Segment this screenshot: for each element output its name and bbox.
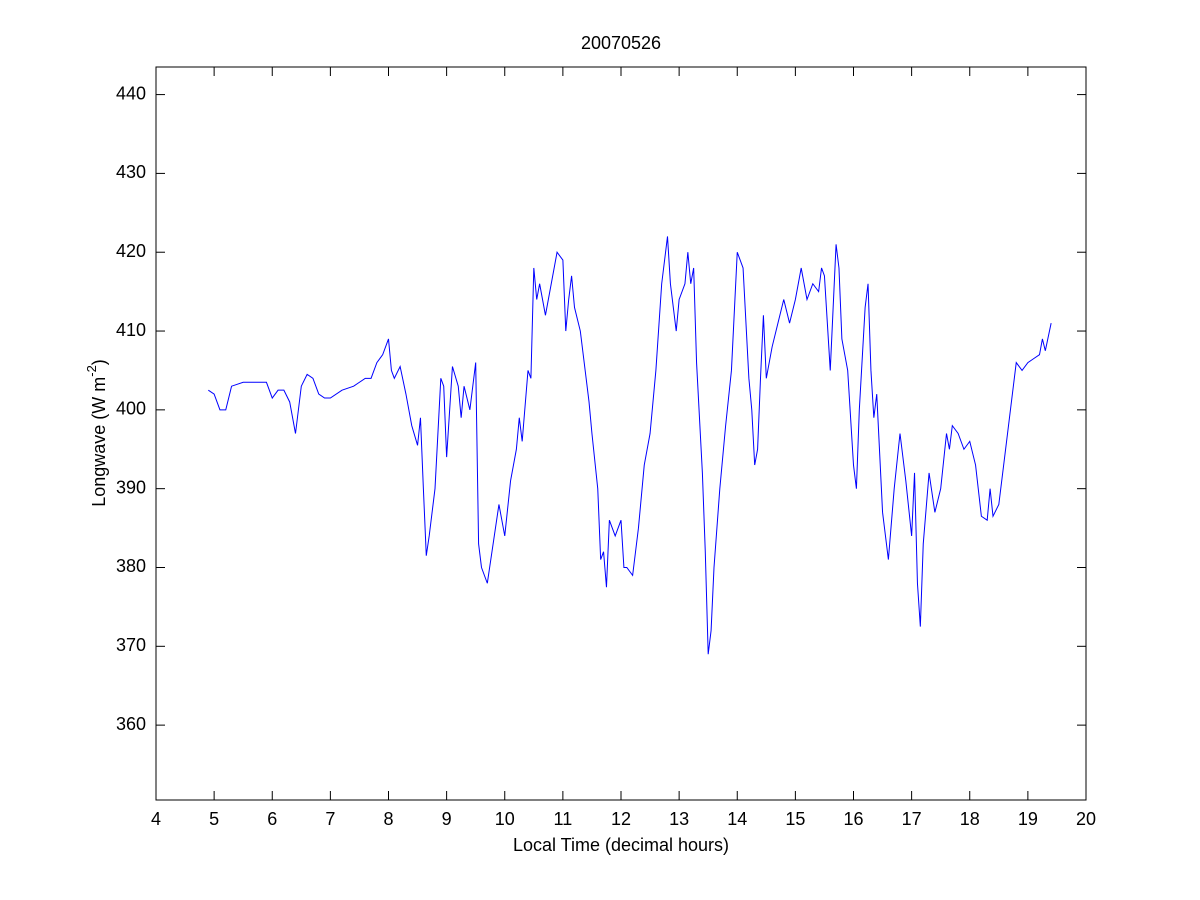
x-tick-label: 15 — [785, 809, 805, 829]
x-tick-label: 18 — [960, 809, 980, 829]
y-axis-label: Longwave (W m-2) — [84, 359, 108, 507]
x-tick-label: 6 — [267, 809, 277, 829]
x-tick-label: 19 — [1018, 809, 1038, 829]
y-tick-label: 380 — [116, 556, 146, 576]
x-tick-label: 4 — [151, 809, 161, 829]
y-tick-label: 370 — [116, 635, 146, 655]
chart-title: 20070526 — [581, 33, 661, 53]
x-tick-label: 13 — [669, 809, 689, 829]
x-tick-label: 9 — [442, 809, 452, 829]
x-tick-label: 8 — [383, 809, 393, 829]
x-tick-label: 16 — [843, 809, 863, 829]
x-axis-label: Local Time (decimal hours) — [513, 835, 729, 855]
y-tick-label: 440 — [116, 83, 146, 103]
y-label-superscript: -2 — [84, 365, 99, 377]
x-tick-label: 14 — [727, 809, 747, 829]
y-label-text: Longwave (W m — [89, 377, 109, 507]
y-tick-label: 430 — [116, 162, 146, 182]
y-label-close: ) — [89, 359, 109, 365]
x-tick-label: 17 — [902, 809, 922, 829]
x-tick-label: 5 — [209, 809, 219, 829]
x-tick-label: 10 — [495, 809, 515, 829]
x-tick-label: 7 — [325, 809, 335, 829]
y-tick-label: 360 — [116, 714, 146, 734]
x-tick-label: 20 — [1076, 809, 1096, 829]
y-tick-label: 420 — [116, 241, 146, 261]
data-line — [208, 236, 1052, 655]
x-tick-label: 11 — [554, 809, 573, 829]
x-tick-label: 12 — [611, 809, 631, 829]
y-tick-label: 390 — [116, 477, 146, 497]
y-tick-label: 400 — [116, 399, 146, 419]
y-tick-label: 410 — [116, 320, 146, 340]
